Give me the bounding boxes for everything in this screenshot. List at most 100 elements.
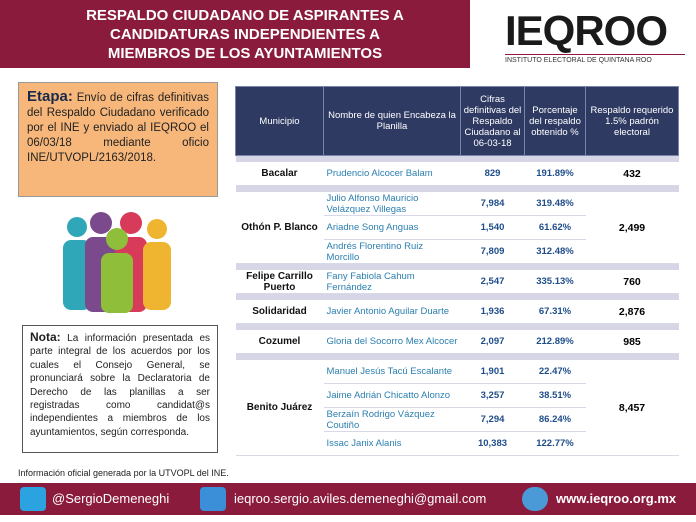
candidate-name: Manuel Jesús Tacú Escalante xyxy=(323,360,461,384)
municipio: Othón P. Blanco xyxy=(235,192,324,264)
people xyxy=(63,212,171,313)
etapa-text: Envío de cifras definitivas del Respaldo… xyxy=(27,92,209,164)
source-note: Información oficial generada por la UTVO… xyxy=(18,468,229,478)
respaldo-requerido: 985 xyxy=(585,330,679,354)
candidate-name: Berzaín Rodrigo Vázquez Coutiño xyxy=(323,407,461,432)
candidate-name: Julio Alfonso Mauricio Velázquez Villega… xyxy=(323,192,461,216)
etapa-box: Etapa: Envío de cifras definitivas del R… xyxy=(18,82,218,197)
candidate-row: Cozumel Gloria del Socorro Mex Alcocer 2,0… xyxy=(235,330,679,354)
respaldo-requerido: 432 xyxy=(585,162,679,186)
municipio: Solidaridad xyxy=(235,300,324,324)
title-line: RESPALDO CIUDADANO DE ASPIRANTES A xyxy=(86,7,404,24)
web-icon xyxy=(522,487,548,511)
separator xyxy=(235,155,679,162)
candidate-name: Andrés Florentino Ruiz Morcillo xyxy=(323,239,461,264)
cifra: 1,936 xyxy=(460,300,525,324)
title-line: MIEMBROS DE LOS AYUNTAMIENTOS xyxy=(107,45,383,62)
porcentaje: 212.89% xyxy=(524,330,586,354)
cifra: 3,257 xyxy=(460,383,525,408)
header-row: Municipio Nombre de quien Encabeza la Pla… xyxy=(235,86,679,156)
candidate-row: Andrés Florentino Ruiz Morcillo 7,809 312.… xyxy=(236,239,679,264)
separator-row xyxy=(235,155,679,162)
candidate-name: Prudencio Alcocer Balam xyxy=(323,162,461,186)
logo: IEQROO INSTITUTO ELECTORAL DE QUINTANA R… xyxy=(505,8,685,64)
candidate-row: Ariadne Song Anguas 1,540 61.62% xyxy=(236,215,679,240)
candidate-name: Javier Antonio Aguilar Duarte xyxy=(323,300,461,324)
respaldo-requerido: 2,499 xyxy=(585,192,679,264)
candidate-row: Felipe Carrillo Puerto Fany Fabiola Cahum… xyxy=(235,270,679,294)
separator-row xyxy=(235,353,679,360)
porcentaje: 22.47% xyxy=(524,360,586,384)
porcentaje: 38.51% xyxy=(524,383,586,408)
email: ieqroo.sergio.aviles.demeneghi@gmail.com xyxy=(234,491,487,506)
candidate-name: Jaime Adrián Chicatto Alonzo xyxy=(323,383,461,408)
separator xyxy=(235,185,679,192)
results-table: Municipio Nombre de quien Encabeza la Pla… xyxy=(235,86,679,456)
footer-bar: @SergioDemeneghi ieqroo.sergio.aviles.de… xyxy=(0,483,696,515)
cifra: 7,809 xyxy=(460,239,525,264)
municipio: Bacalar xyxy=(235,162,324,186)
municipio: Benito Juárez xyxy=(235,360,324,456)
column-header: Respaldo requerido 1.5% padrón electoral xyxy=(585,86,679,156)
porcentaje: 319.48% xyxy=(524,192,586,216)
porcentaje: 86.24% xyxy=(524,407,586,432)
candidate-name: Ariadne Song Anguas xyxy=(323,215,461,240)
respaldo-requerido: 2,876 xyxy=(585,300,679,324)
porcentaje: 67.31% xyxy=(524,300,586,324)
twitter-icon xyxy=(20,487,46,511)
candidate-row: Othón P. Blanco Julio Alfonso Mauricio Ve… xyxy=(235,192,679,264)
header: RESPALDO CIUDADANO DE ASPIRANTES A CANDI… xyxy=(0,0,470,68)
candidate-row: Jaime Adrián Chicatto Alonzo 3,257 38.51% xyxy=(236,383,679,408)
cifra: 1,901 xyxy=(460,360,525,384)
separator-row xyxy=(235,323,679,330)
candidate-name: Fany Fabiola Cahum Fernández xyxy=(323,270,461,294)
title-line: CANDIDATURAS INDEPENDIENTES A xyxy=(109,26,380,43)
separator xyxy=(235,323,679,330)
separator xyxy=(235,353,679,360)
candidate-name: Gloria del Socorro Mex Alcocer xyxy=(323,330,461,354)
nota-text: La información presentada es parte integ… xyxy=(30,333,211,438)
candidate-row: Benito Juárez Manuel Jesús Tacú Escalante… xyxy=(235,360,679,456)
column-header: Municipio xyxy=(235,86,324,156)
twitter-handle: @SergioDemeneghi xyxy=(52,491,170,506)
etapa-label: Etapa: xyxy=(27,88,73,105)
separator xyxy=(235,263,679,270)
people-icon xyxy=(63,212,171,313)
candidate-row: Solidaridad Javier Antonio Aguilar Duarte… xyxy=(235,300,679,324)
cifra: 829 xyxy=(460,162,525,186)
cifra: 2,547 xyxy=(460,270,525,294)
candidate-row: Bacalar Prudencio Alcocer Balam 829 191.89%… xyxy=(235,162,679,186)
nota-box: Nota: La información presentada es parte… xyxy=(22,325,218,453)
cifra: 2,097 xyxy=(460,330,525,354)
candidate-row: Issac Janix Alanis 10,383 122.77% xyxy=(236,431,679,456)
porcentaje: 335.13% xyxy=(524,270,586,294)
respaldo-requerido: 760 xyxy=(585,270,679,294)
porcentaje: 191.89% xyxy=(524,162,586,186)
municipio: Felipe Carrillo Puerto xyxy=(235,270,324,294)
cifra: 7,984 xyxy=(460,192,525,216)
nota-label: Nota: xyxy=(30,330,61,344)
email-icon xyxy=(200,487,226,511)
porcentaje: 312.48% xyxy=(524,239,586,264)
table-body: Bacalar Prudencio Alcocer Balam 829 191.89%… xyxy=(235,155,679,456)
separator xyxy=(235,293,679,300)
cifra: 10,383 xyxy=(460,431,525,456)
column-header: Nombre de quien Encabeza la Planilla xyxy=(323,86,461,156)
cifra: 1,540 xyxy=(460,215,525,240)
website: www.ieqroo.org.mx xyxy=(556,491,677,506)
separator-row xyxy=(235,185,679,192)
candidate-row: Berzaín Rodrigo Vázquez Coutiño 7,294 86.2… xyxy=(236,407,679,432)
column-header: Porcentaje del respaldo obtenido % xyxy=(524,86,586,156)
porcentaje: 122.77% xyxy=(524,431,586,456)
porcentaje: 61.62% xyxy=(524,215,586,240)
column-header: Cifras definitivas del Respaldo Ciudadan… xyxy=(460,86,525,156)
separator-row xyxy=(235,293,679,300)
logo-text: IEQROO xyxy=(505,7,668,54)
logo-subtitle: INSTITUTO ELECTORAL DE QUINTANA ROO xyxy=(505,54,685,64)
cifra: 7,294 xyxy=(460,407,525,432)
municipio: Cozumel xyxy=(235,330,324,354)
respaldo-requerido: 8,457 xyxy=(585,360,679,456)
separator-row xyxy=(235,263,679,270)
candidate-name: Issac Janix Alanis xyxy=(323,431,461,456)
